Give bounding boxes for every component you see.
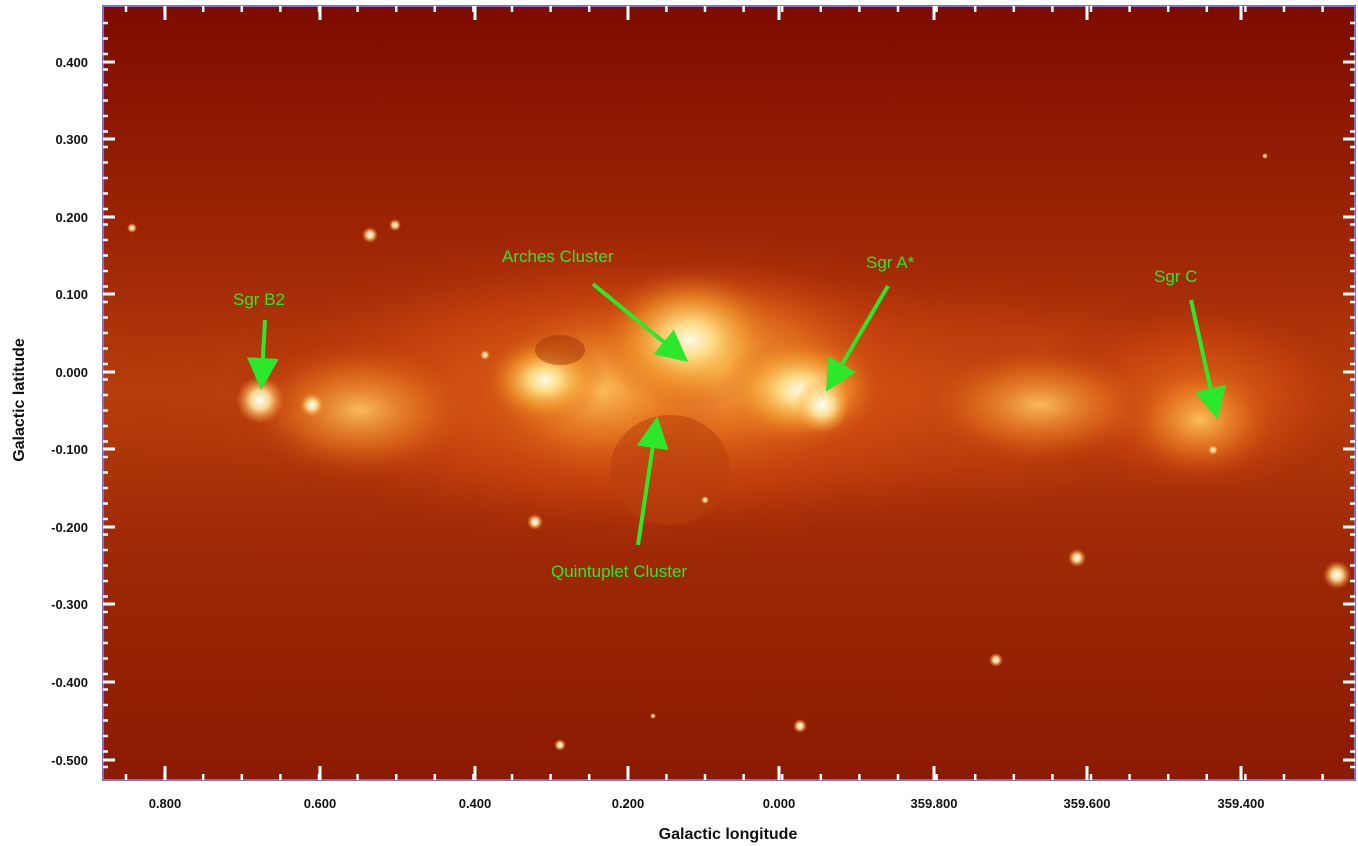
x-tick-labels: 0.800 0.600 0.400 0.200 0.000 359.800 35… (149, 796, 1265, 811)
annotation-label: Sgr A* (866, 253, 915, 272)
y-tick-label: 0.000 (55, 365, 88, 380)
annotation-arrow (1189, 299, 1227, 420)
x-tick-label: 0.800 (149, 796, 182, 811)
annotation-sgr-b2: Sgr B2 (233, 290, 285, 390)
x-tick-label: 359.600 (1064, 796, 1111, 811)
x-tick-label: 0.200 (612, 796, 645, 811)
annotation-arrow (591, 282, 689, 363)
annotation-arrow (825, 284, 890, 392)
annotation-quintuplet-cluster: Quintuplet Cluster (551, 416, 687, 581)
annotation-label: Quintuplet Cluster (551, 562, 687, 581)
y-tick-label: 0.400 (55, 55, 88, 70)
annotation-sgr-c: Sgr C (1154, 267, 1227, 420)
annotation-label: Sgr C (1154, 267, 1197, 286)
y-tick-labels: 0.400 0.300 0.200 0.100 0.000 -0.100 -0.… (51, 55, 88, 768)
y-tick-label: -0.200 (51, 520, 88, 535)
y-tick-label: -0.100 (51, 442, 88, 457)
annotation-arches-cluster: Arches Cluster (502, 247, 689, 363)
y-tick-label: -0.400 (51, 675, 88, 690)
x-tick-label: 359.800 (911, 796, 958, 811)
y-tick-label: 0.300 (55, 132, 88, 147)
annotation-arrow (246, 319, 279, 390)
annotation-sgr-a-star: Sgr A* (825, 253, 915, 392)
tick-marks (103, 6, 1355, 780)
y-tick-label: 0.100 (55, 287, 88, 302)
x-tick-label: 0.000 (763, 796, 796, 811)
x-tick-label: 0.600 (304, 796, 337, 811)
y-tick-label: 0.200 (55, 210, 88, 225)
x-tick-label: 0.400 (459, 796, 492, 811)
y-tick-label: -0.500 (51, 753, 88, 768)
annotation-label: Arches Cluster (502, 247, 614, 266)
x-tick-label: 359.400 (1218, 796, 1265, 811)
annotation-label: Sgr B2 (233, 290, 285, 309)
y-axis-title: Galactic latitude (11, 338, 28, 462)
x-axis-title: Galactic longitude (659, 826, 798, 843)
infrared-image (103, 6, 1355, 780)
plot-frame (102, 5, 1356, 781)
annotation-arrow (636, 416, 669, 546)
y-tick-label: -0.300 (51, 597, 88, 612)
